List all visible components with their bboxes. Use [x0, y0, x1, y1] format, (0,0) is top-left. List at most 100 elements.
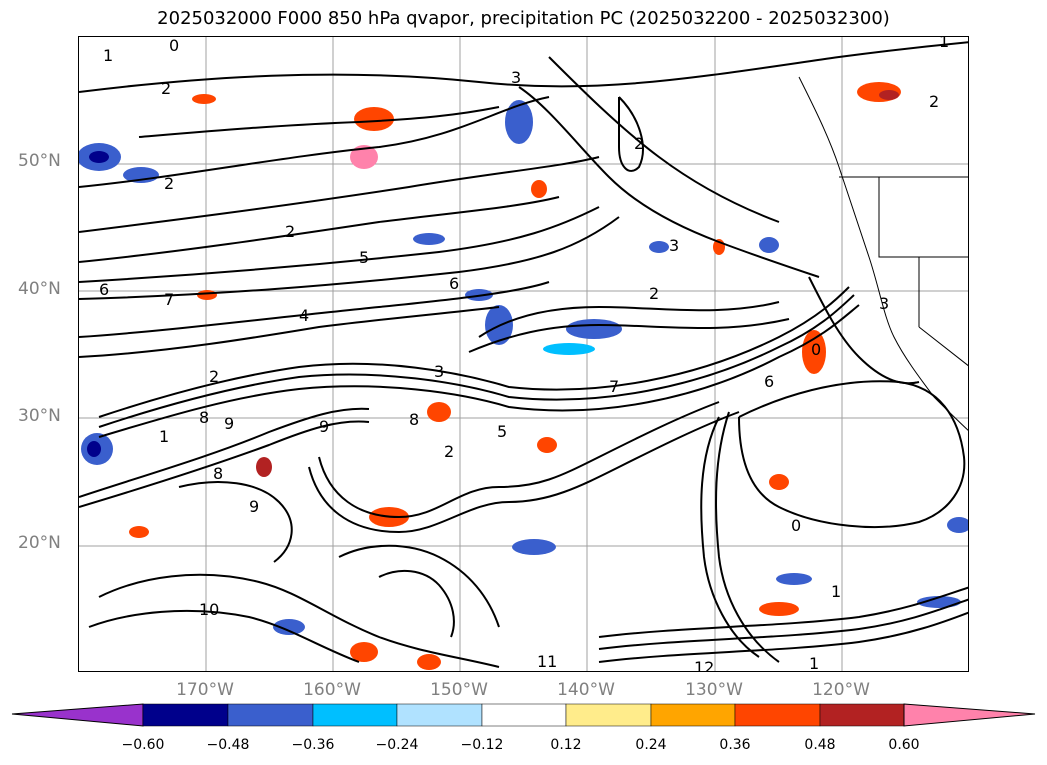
contour-label: 1 — [159, 427, 169, 446]
contour-line — [79, 156, 600, 233]
colorbar-tick-label: −0.24 — [375, 737, 419, 753]
precip-blob — [417, 654, 441, 670]
contour-label: 1 — [103, 46, 113, 65]
contour-label: 3 — [511, 68, 521, 87]
contour-label: 5 — [497, 422, 507, 441]
contour-line — [79, 216, 620, 300]
precip-blob — [531, 180, 547, 198]
contour-label: 2 — [209, 367, 219, 386]
contour-line — [88, 609, 360, 663]
contour-label: 3 — [669, 236, 679, 255]
precip-blob — [427, 402, 451, 422]
contour-label: 1 — [831, 582, 841, 601]
lon-label-140w: 140°W — [557, 680, 615, 700]
colorbar-tick-label: 0.36 — [719, 737, 751, 753]
colorbar-extend-low — [11, 703, 144, 727]
contour-label: 2 — [929, 92, 939, 111]
contour-line — [318, 401, 720, 519]
contour-label: 6 — [764, 372, 774, 391]
contour-label: 7 — [609, 377, 619, 396]
contour-label: 3 — [434, 362, 444, 381]
coastline — [798, 76, 968, 431]
lat-label-40n: 40°N — [18, 279, 61, 299]
precip-blob — [89, 151, 109, 163]
contour-line — [808, 276, 920, 385]
colorbar-tick-label: 0.12 — [550, 737, 582, 753]
precip-blob — [129, 526, 149, 538]
contour-line — [79, 41, 968, 93]
precip-blob — [413, 233, 445, 245]
colorbar-segment — [650, 703, 736, 727]
contour-label: 9 — [319, 417, 329, 436]
contour-line — [618, 96, 644, 172]
contour-label: 3 — [879, 294, 889, 313]
contour-label: 2 — [444, 442, 454, 461]
precip-shading — [79, 82, 968, 670]
colorbar-segment — [481, 703, 567, 727]
contour-label: 2 — [161, 79, 171, 98]
contour-line — [468, 318, 790, 353]
contour-label: 8 — [409, 410, 419, 429]
contour-label: 9 — [249, 497, 259, 516]
lon-label-160w: 160°W — [303, 680, 361, 700]
precip-blob — [350, 145, 378, 169]
contour-line — [700, 416, 760, 658]
colorbar-tick-label: 0.24 — [635, 737, 667, 753]
contour-line — [79, 206, 600, 283]
colorbar — [11, 703, 1036, 727]
contour-line — [79, 420, 370, 508]
precip-blob — [769, 474, 789, 490]
precip-blob — [512, 539, 556, 555]
precip-blob — [776, 573, 812, 585]
contour-label: 5 — [359, 248, 369, 267]
precip-blob — [537, 437, 557, 453]
contour-label: 10 — [199, 600, 219, 619]
map-title: 2025032000 F000 850 hPa qvapor, precipit… — [157, 8, 890, 29]
precip-blob — [192, 94, 216, 104]
contour-line — [138, 106, 500, 138]
lon-label-150w: 150°W — [430, 680, 488, 700]
colorbar-tick-label: −0.36 — [291, 737, 335, 753]
precip-blob — [879, 90, 899, 100]
precip-blob — [273, 619, 305, 635]
contour-line — [598, 586, 968, 638]
contour-line — [378, 569, 455, 638]
colorbar-segment — [819, 703, 905, 727]
map-canvas: 1 0 2 3 2 5 6 7 6 4 2 3 8 9 7 5 2 8 9 10… — [79, 37, 968, 672]
precip-blob — [354, 107, 394, 131]
contour-line — [598, 598, 968, 650]
precip-blob — [87, 441, 101, 457]
contour-line — [79, 306, 500, 358]
colorbar-tick-label: −0.12 — [460, 737, 504, 753]
contour-label: 2 — [285, 222, 295, 241]
precip-blob — [947, 517, 968, 533]
contour-label: 9 — [224, 414, 234, 433]
precip-blob — [505, 100, 533, 144]
contour-line — [98, 573, 500, 668]
contour-label: 11 — [537, 652, 557, 671]
lon-label-130w: 130°W — [685, 680, 743, 700]
colorbar-extend-high — [903, 703, 1036, 727]
contour-label: 1 — [809, 654, 819, 672]
contour-line — [98, 294, 855, 428]
contour-label: 6 — [449, 274, 459, 293]
contour-label: 8 — [199, 408, 209, 427]
contour-line — [178, 481, 293, 563]
lon-label-170w: 170°W — [176, 680, 234, 700]
contour-label-group: 1 0 2 3 2 5 6 7 6 4 2 3 8 9 7 5 2 8 9 10… — [99, 37, 949, 672]
colorbar-tick-label: −0.60 — [121, 737, 165, 753]
lon-label-120w: 120°W — [812, 680, 870, 700]
contour-line — [478, 301, 780, 338]
contour-line — [79, 96, 550, 188]
precip-blob — [566, 319, 622, 339]
colorbar-segment — [142, 703, 229, 727]
contour-label: 0 — [791, 516, 801, 535]
contour-label: 1 — [939, 37, 949, 51]
contour-line — [715, 411, 780, 663]
colorbar-segment — [227, 703, 314, 727]
precip-blob — [350, 642, 378, 662]
contour-label: 0 — [169, 37, 179, 55]
contour-line — [79, 407, 370, 498]
precip-blob — [759, 602, 799, 616]
contour-label: 8 — [213, 464, 223, 483]
